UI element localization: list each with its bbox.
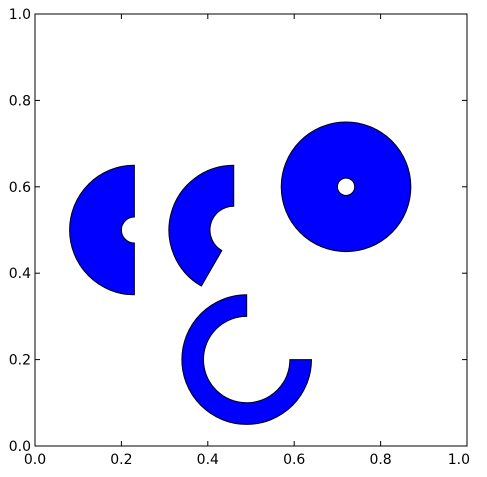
x-tick-label: 0.4 bbox=[197, 452, 219, 468]
axes-frame bbox=[34, 13, 468, 447]
x-tick-label: 1.0 bbox=[448, 452, 470, 468]
y-tick-label: 0.4 bbox=[9, 266, 31, 282]
wedge-half-ring-left bbox=[69, 164, 135, 296]
wedge-open-ring-bottom bbox=[181, 294, 312, 425]
x-tick-labels: 0.0 0.2 0.4 0.6 0.8 1.0 bbox=[24, 452, 470, 468]
patches-layer bbox=[69, 121, 412, 425]
wedge-full-ring-right bbox=[280, 121, 412, 253]
x-tick-label: 0.2 bbox=[110, 452, 132, 468]
x-tick-label: 0.6 bbox=[283, 452, 305, 468]
y-tick-labels: 0.0 0.2 0.4 0.6 0.8 1.0 bbox=[9, 7, 31, 455]
wedge-partial-ring-middle bbox=[168, 164, 235, 287]
x-tick-label: 0.8 bbox=[369, 452, 391, 468]
y-tick-label: 0.8 bbox=[9, 93, 31, 109]
x-tick-label: 0.0 bbox=[24, 452, 46, 468]
y-tick-label: 0.0 bbox=[9, 439, 31, 455]
y-tick-label: 0.2 bbox=[9, 353, 31, 369]
y-tick-label: 1.0 bbox=[9, 7, 31, 23]
y-tick-label: 0.6 bbox=[9, 180, 31, 196]
